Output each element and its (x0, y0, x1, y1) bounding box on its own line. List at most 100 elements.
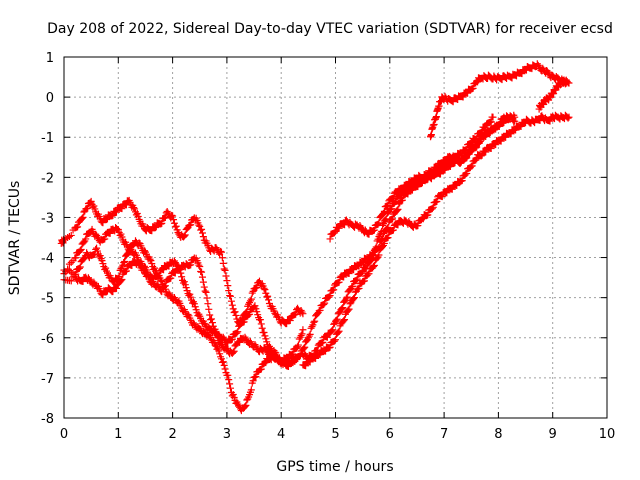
data-point (257, 365, 265, 373)
data-point (260, 284, 268, 292)
data-point (463, 169, 471, 177)
data-point (215, 347, 223, 355)
data-point (125, 247, 133, 255)
data-point (306, 330, 314, 338)
data-point (187, 261, 195, 269)
data-point (133, 210, 141, 218)
x-tick-label: 7 (440, 427, 448, 442)
data-point (219, 358, 227, 366)
data-point (308, 323, 316, 331)
data-point (204, 300, 212, 308)
data-point (231, 308, 239, 316)
y-tick-label: -7 (41, 372, 54, 387)
data-point (234, 328, 242, 336)
data-point (67, 231, 75, 239)
data-point (108, 212, 116, 220)
data-point (230, 393, 238, 401)
data-point (236, 320, 244, 328)
data-point (294, 341, 302, 349)
data-point (335, 278, 343, 286)
data-point (459, 93, 467, 101)
data-point (360, 277, 368, 285)
data-point (169, 212, 177, 220)
data-point (380, 239, 388, 247)
x-tick-label: 0 (60, 427, 68, 442)
data-point (226, 380, 234, 388)
data-point (224, 282, 232, 290)
data-point (330, 286, 338, 294)
data-point (299, 310, 307, 318)
data-point (398, 196, 406, 204)
data-point (79, 278, 87, 286)
data-point (233, 329, 241, 337)
data-point (340, 317, 348, 325)
data-point (370, 263, 378, 271)
data-point (198, 225, 206, 233)
data-point (190, 300, 198, 308)
data-point (382, 215, 390, 223)
data-point (429, 203, 437, 211)
y-tick-label: -3 (41, 211, 54, 226)
data-point (72, 270, 80, 278)
data-point (226, 292, 234, 300)
data-point (151, 224, 159, 232)
series-10 (535, 76, 570, 113)
data-point (65, 260, 73, 268)
data-point (365, 270, 373, 278)
data-point (216, 350, 224, 358)
data-point (497, 137, 505, 145)
data-point (82, 235, 90, 243)
data-point (158, 219, 166, 227)
data-point (477, 152, 485, 160)
series-3 (60, 254, 301, 370)
data-point (77, 245, 85, 253)
data-point (170, 216, 178, 224)
data-point (482, 148, 490, 156)
data-point (350, 295, 358, 303)
data-point (394, 205, 402, 213)
data-point (158, 278, 166, 286)
data-point (326, 235, 334, 243)
data-point (218, 254, 226, 262)
data-point (428, 205, 436, 213)
data-point (192, 306, 200, 314)
data-point (227, 297, 235, 305)
data-point (433, 198, 441, 206)
data-point (433, 164, 441, 172)
data-point (84, 204, 92, 212)
data-point (157, 220, 165, 228)
data-point (331, 229, 339, 237)
y-tick-label: -8 (41, 412, 54, 427)
data-point (339, 304, 347, 312)
data-point (399, 185, 407, 193)
data-point (370, 261, 378, 269)
data-point (256, 316, 264, 324)
data-point (247, 386, 255, 394)
data-point (121, 257, 129, 265)
data-point (297, 332, 305, 340)
data-point (78, 214, 86, 222)
data-point (213, 331, 221, 339)
data-point (227, 384, 235, 392)
data-point (75, 264, 83, 272)
x-tick-label: 1 (114, 427, 122, 442)
y-tick-label: -4 (41, 252, 54, 267)
data-point (470, 145, 478, 153)
data-point (157, 276, 165, 284)
data-point (332, 336, 339, 344)
data-point (334, 328, 342, 336)
data-point (335, 224, 343, 232)
data-point (393, 206, 401, 214)
data-point (291, 357, 299, 365)
data-point (237, 319, 245, 327)
data-point (161, 285, 169, 293)
y-tick-label: 0 (46, 91, 54, 106)
data-point (475, 139, 483, 147)
data-point (307, 324, 315, 332)
y-tick-label: -5 (41, 292, 54, 307)
data-point (202, 288, 210, 296)
data-point (298, 330, 306, 338)
data-point (392, 198, 400, 206)
data-point (349, 282, 357, 290)
